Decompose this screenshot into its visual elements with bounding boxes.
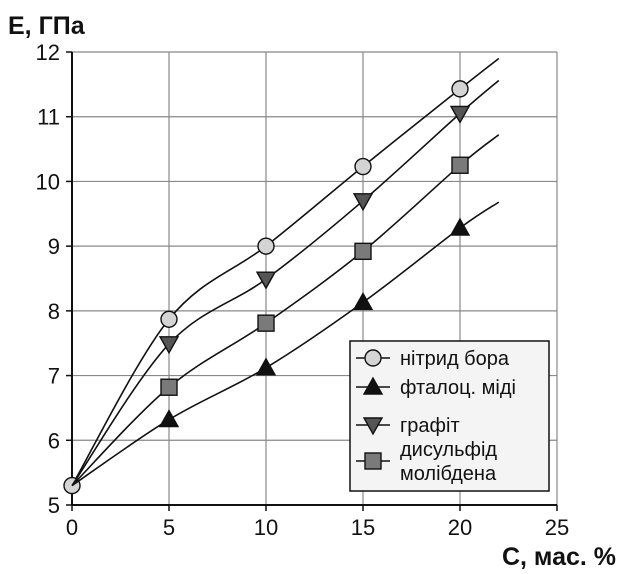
y-axis-title: E, ГПа	[8, 12, 86, 40]
x-tick-label-25: 25	[545, 515, 569, 540]
series-нітрид-бора	[63, 57, 500, 495]
legend-label-дисульфід-молібдена: дисульфід молібдена	[400, 439, 497, 485]
x-tick-label-15: 15	[351, 515, 375, 540]
data-point-нітрид-бора-5	[160, 310, 178, 328]
x-tick-labels: 0 5 10 15 20 25	[66, 505, 569, 540]
x-tick-label-20: 20	[448, 515, 472, 540]
data-point-графіт-15	[352, 193, 374, 212]
x-tick-label-10: 10	[254, 515, 278, 540]
y-tick-label-8: 8	[48, 299, 60, 324]
x-tick-label-0: 0	[66, 515, 78, 540]
data-point-графіт-20	[449, 105, 471, 124]
data-point-графіт-5	[158, 336, 180, 355]
data-point-дисульфід-молібдена-15	[354, 242, 372, 261]
series-group	[63, 57, 500, 495]
y-tick-labels: 5 6 7 8 9 10 11 12	[36, 40, 72, 518]
x-axis-title: C, мас. %	[502, 543, 616, 571]
legend-label-графіт: графіт	[400, 415, 460, 437]
series-дисульфід-молібдена	[71, 134, 500, 487]
data-point-нітрид-бора-10	[257, 237, 275, 255]
legend-label-нітрид-бора: нітрид бора	[400, 348, 510, 370]
data-point-графіт-10	[255, 271, 277, 290]
legend-box	[349, 340, 550, 492]
legend-marker-графіт	[362, 417, 384, 436]
legend-marker-нітрид-бора	[364, 349, 382, 367]
y-tick-label-5: 5	[48, 493, 60, 518]
y-tick-label-6: 6	[48, 428, 60, 453]
y-tick-label-10: 10	[36, 169, 60, 194]
x-tick-label-5: 5	[163, 515, 175, 540]
data-point-нітрид-бора-20	[451, 80, 469, 98]
series-фталоц-міді	[71, 201, 500, 487]
y-tick-label-11: 11	[37, 105, 60, 130]
axes	[71, 52, 557, 506]
data-point-фталоц-міді-20	[449, 217, 471, 236]
legend-marker-фталоц-міді	[362, 376, 384, 395]
data-point-дисульфід-молібдена-5	[160, 378, 178, 396]
y-tick-label-7: 7	[48, 364, 60, 389]
data-point-нітрид-бора-15	[354, 157, 372, 176]
data-point-дисульфід-молібдена-10	[257, 314, 275, 332]
legend-marker-дисульфід-молібдена	[364, 452, 382, 470]
legend-label-фталоц-міді: фталоц. міді	[400, 377, 516, 399]
series-графіт	[71, 79, 500, 487]
y-tick-label-12: 12	[36, 40, 60, 65]
data-point-фталоц-міді-15	[352, 292, 374, 311]
y-tick-label-9: 9	[48, 234, 60, 259]
data-point-дисульфід-молібдена-20	[451, 156, 469, 174]
data-point-фталоц-міді-10	[255, 357, 277, 376]
data-point-фталоц-міді-5	[158, 409, 180, 428]
